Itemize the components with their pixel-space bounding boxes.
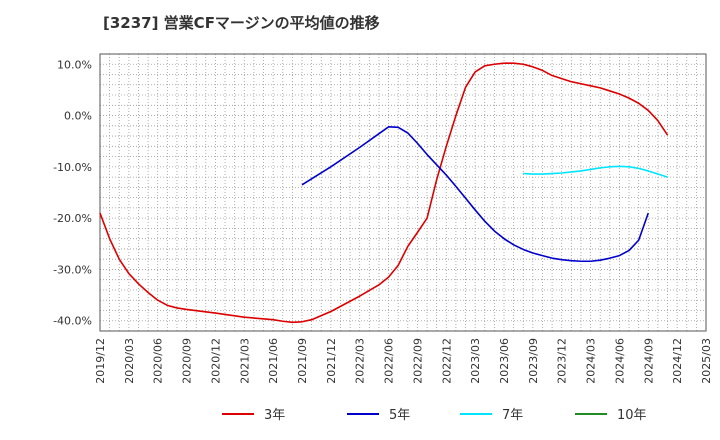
x-tick-label: 2024/09 xyxy=(642,338,655,384)
series-line-7年 xyxy=(523,165,668,178)
legend: 3年 5年 7年 10年 xyxy=(222,408,647,423)
series-line-5年 xyxy=(301,126,650,263)
y-tick-label: 0.0% xyxy=(64,110,92,123)
axes: 10.0% 0.0% -10.0% -20.0% -30.0% -40.0%2019/12… xyxy=(53,53,713,384)
series-lines xyxy=(99,62,669,324)
chart-title: [3237] 営業CFマージンの平均値の推移 xyxy=(103,14,380,32)
grid xyxy=(99,53,707,332)
x-tick-label: 2023/06 xyxy=(498,338,511,384)
x-tick-label: 2022/03 xyxy=(354,338,367,384)
x-tick-label: 2021/12 xyxy=(325,338,338,384)
legend-label: 5年 xyxy=(389,408,410,423)
x-tick-label: 2023/03 xyxy=(469,338,482,384)
x-tick-label: 2019/12 xyxy=(94,338,107,384)
x-tick-label: 2023/12 xyxy=(556,338,569,384)
x-tick-label: 2025/03 xyxy=(700,338,713,384)
y-tick-label: 10.0% xyxy=(57,58,92,71)
series-line-3年 xyxy=(99,62,669,324)
legend-label: 10年 xyxy=(617,408,647,423)
x-tick-label: 2020/06 xyxy=(152,338,165,384)
x-tick-label: 2020/09 xyxy=(181,338,194,384)
x-tick-label: 2022/06 xyxy=(383,338,396,384)
x-tick-label: 2024/12 xyxy=(671,338,684,384)
y-tick-label: -20.0% xyxy=(53,212,92,225)
y-tick-label: -40.0% xyxy=(53,315,92,328)
x-tick-label: 2021/09 xyxy=(296,338,309,384)
x-tick-label: 2021/06 xyxy=(267,338,280,384)
legend-label: 7年 xyxy=(502,408,523,423)
x-tick-label: 2023/09 xyxy=(527,338,540,384)
x-tick-label: 2022/09 xyxy=(411,338,424,384)
x-tick-label: 2021/03 xyxy=(238,338,251,384)
legend-label: 3年 xyxy=(264,408,285,423)
x-tick-label: 2022/12 xyxy=(440,338,453,384)
x-tick-label: 2024/03 xyxy=(585,338,598,384)
x-tick-label: 2020/03 xyxy=(123,338,136,384)
plot-frame xyxy=(99,53,707,332)
x-tick-label: 2020/12 xyxy=(209,338,222,384)
y-tick-label: -10.0% xyxy=(53,161,92,174)
x-tick-label: 2024/06 xyxy=(613,338,626,384)
y-tick-label: -30.0% xyxy=(53,263,92,276)
